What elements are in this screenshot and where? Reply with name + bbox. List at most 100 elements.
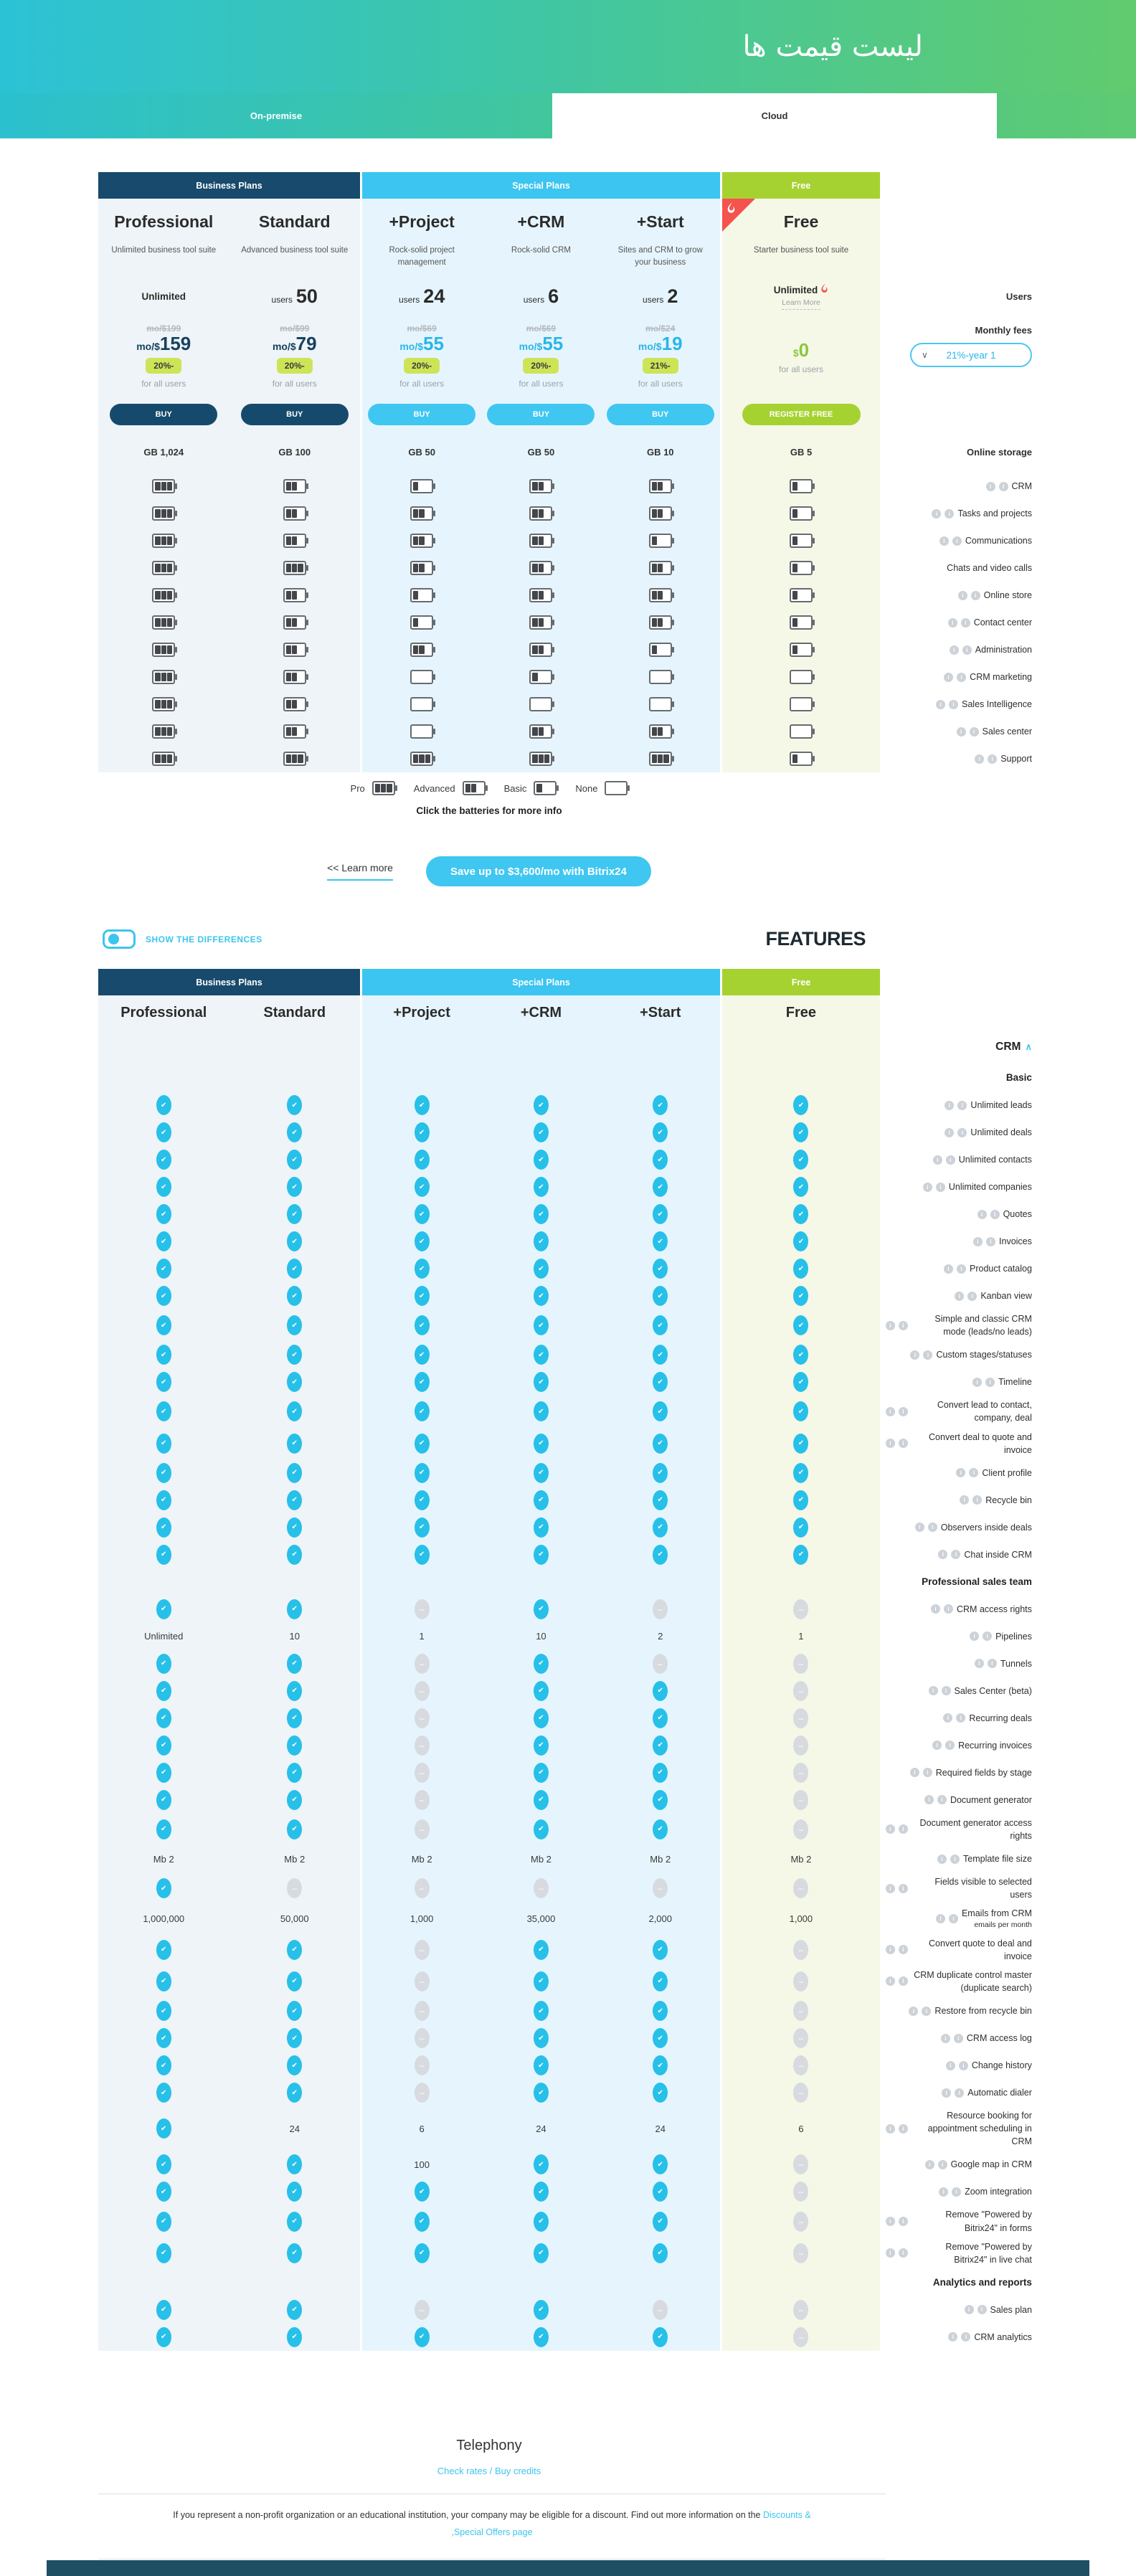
info-icon[interactable]: i (967, 1291, 978, 1301)
info-icon[interactable]: i (898, 1320, 908, 1330)
battery-icon[interactable] (410, 697, 436, 711)
info-icon[interactable]: i (943, 1713, 953, 1723)
battery-icon[interactable] (529, 561, 555, 575)
battery-icon[interactable] (283, 534, 308, 548)
show-differences-toggle[interactable] (103, 929, 136, 949)
learn-more-link[interactable]: Learn More (782, 298, 820, 310)
info-icon[interactable]: i (898, 2217, 908, 2227)
info-icon[interactable]: i (962, 645, 972, 655)
info-icon[interactable]: i (935, 1914, 945, 1924)
info-icon[interactable]: i (944, 1604, 953, 1614)
discounts-link[interactable]: Discounts & (763, 2510, 811, 2520)
battery-icon[interactable] (529, 479, 555, 493)
tab-cloud[interactable]: Cloud (552, 93, 997, 138)
battery-icon[interactable] (648, 561, 674, 575)
battery-icon[interactable] (152, 561, 178, 575)
battery-icon[interactable] (410, 588, 436, 602)
info-icon[interactable]: i (957, 1100, 967, 1110)
info-icon[interactable]: i (942, 2088, 952, 2098)
battery-icon[interactable] (790, 670, 815, 684)
info-icon[interactable]: i (937, 1795, 947, 1805)
save-with-bitrix24-button[interactable]: Save up to $3,600/mo with Bitrix24 (425, 856, 651, 886)
buy-button[interactable]: BUY (368, 404, 476, 425)
info-icon[interactable]: i (949, 645, 959, 655)
info-icon[interactable]: i (898, 1406, 908, 1416)
buy-button[interactable]: BUY (110, 404, 218, 425)
info-icon[interactable]: i (977, 2305, 987, 2315)
info-icon[interactable]: i (945, 1155, 955, 1165)
info-icon[interactable]: i (950, 1854, 960, 1864)
battery-icon[interactable] (410, 643, 436, 657)
battery-icon[interactable] (648, 670, 674, 684)
battery-icon[interactable] (529, 724, 555, 739)
info-icon[interactable]: i (969, 726, 979, 737)
battery-icon[interactable] (529, 752, 555, 766)
info-icon[interactable]: i (956, 1713, 966, 1723)
battery-icon[interactable] (410, 615, 436, 630)
battery-icon[interactable] (648, 479, 674, 493)
battery-icon[interactable] (283, 670, 308, 684)
battery-icon[interactable] (283, 479, 308, 493)
battery-icon[interactable] (790, 697, 815, 711)
info-icon[interactable]: i (969, 1468, 979, 1478)
info-icon[interactable]: i (935, 1182, 945, 1192)
info-icon[interactable]: i (932, 1741, 942, 1751)
info-icon[interactable]: i (931, 1604, 940, 1614)
info-icon[interactable]: i (937, 1854, 947, 1864)
info-icon[interactable]: i (998, 481, 1008, 491)
battery-icon[interactable] (790, 724, 815, 739)
info-icon[interactable]: i (985, 1377, 995, 1387)
info-icon[interactable]: i (957, 590, 967, 600)
info-icon[interactable]: i (944, 672, 954, 682)
learn-more-link[interactable]: << Learn more (327, 862, 393, 881)
info-icon[interactable]: i (951, 1550, 961, 1560)
info-icon[interactable]: i (937, 2159, 947, 2169)
info-icon[interactable]: i (972, 1495, 983, 1505)
info-icon[interactable]: i (987, 1659, 997, 1669)
info-icon[interactable]: i (927, 1523, 937, 1533)
info-icon[interactable]: i (949, 699, 959, 709)
info-icon[interactable]: i (961, 2332, 971, 2342)
info-icon[interactable]: i (952, 2187, 962, 2197)
info-icon[interactable]: i (939, 2187, 949, 2197)
battery-icon[interactable] (462, 781, 488, 795)
battery-icon[interactable] (648, 506, 674, 521)
info-icon[interactable]: i (983, 1632, 993, 1642)
info-icon[interactable]: i (898, 2123, 908, 2134)
battery-icon[interactable] (410, 534, 436, 548)
info-icon[interactable]: i (986, 1236, 996, 1246)
info-icon[interactable]: i (936, 699, 946, 709)
battery-icon[interactable] (790, 588, 815, 602)
battery-icon[interactable] (283, 724, 308, 739)
info-icon[interactable]: i (932, 1155, 942, 1165)
info-icon[interactable]: i (958, 2060, 968, 2070)
battery-icon[interactable] (152, 534, 178, 548)
info-icon[interactable]: i (928, 1686, 938, 1696)
info-icon[interactable]: i (988, 754, 998, 764)
battery-icon[interactable] (648, 752, 674, 766)
battery-icon[interactable] (410, 506, 436, 521)
battery-icon[interactable] (648, 588, 674, 602)
register-free-button[interactable]: REGISTER FREE (742, 404, 861, 425)
battery-icon[interactable] (790, 479, 815, 493)
battery-icon[interactable] (283, 506, 308, 521)
info-icon[interactable]: i (970, 1632, 980, 1642)
info-icon[interactable]: i (885, 2123, 895, 2134)
info-icon[interactable]: i (938, 1550, 948, 1560)
info-icon[interactable]: i (990, 1209, 1000, 1219)
info-icon[interactable]: i (885, 1406, 895, 1416)
info-icon[interactable]: i (955, 1291, 965, 1301)
info-icon[interactable]: i (939, 536, 949, 546)
info-icon[interactable]: i (960, 1495, 970, 1505)
battery-icon[interactable] (529, 615, 555, 630)
battery-icon[interactable] (152, 670, 178, 684)
battery-icon[interactable] (152, 724, 178, 739)
battery-icon[interactable] (152, 615, 178, 630)
info-icon[interactable]: i (975, 754, 985, 764)
battery-icon[interactable] (410, 724, 436, 739)
info-icon[interactable]: i (885, 1883, 895, 1893)
info-icon[interactable]: i (956, 726, 966, 737)
info-icon[interactable]: i (924, 2159, 934, 2169)
info-icon[interactable]: i (898, 1439, 908, 1449)
info-icon[interactable]: i (923, 1350, 933, 1360)
